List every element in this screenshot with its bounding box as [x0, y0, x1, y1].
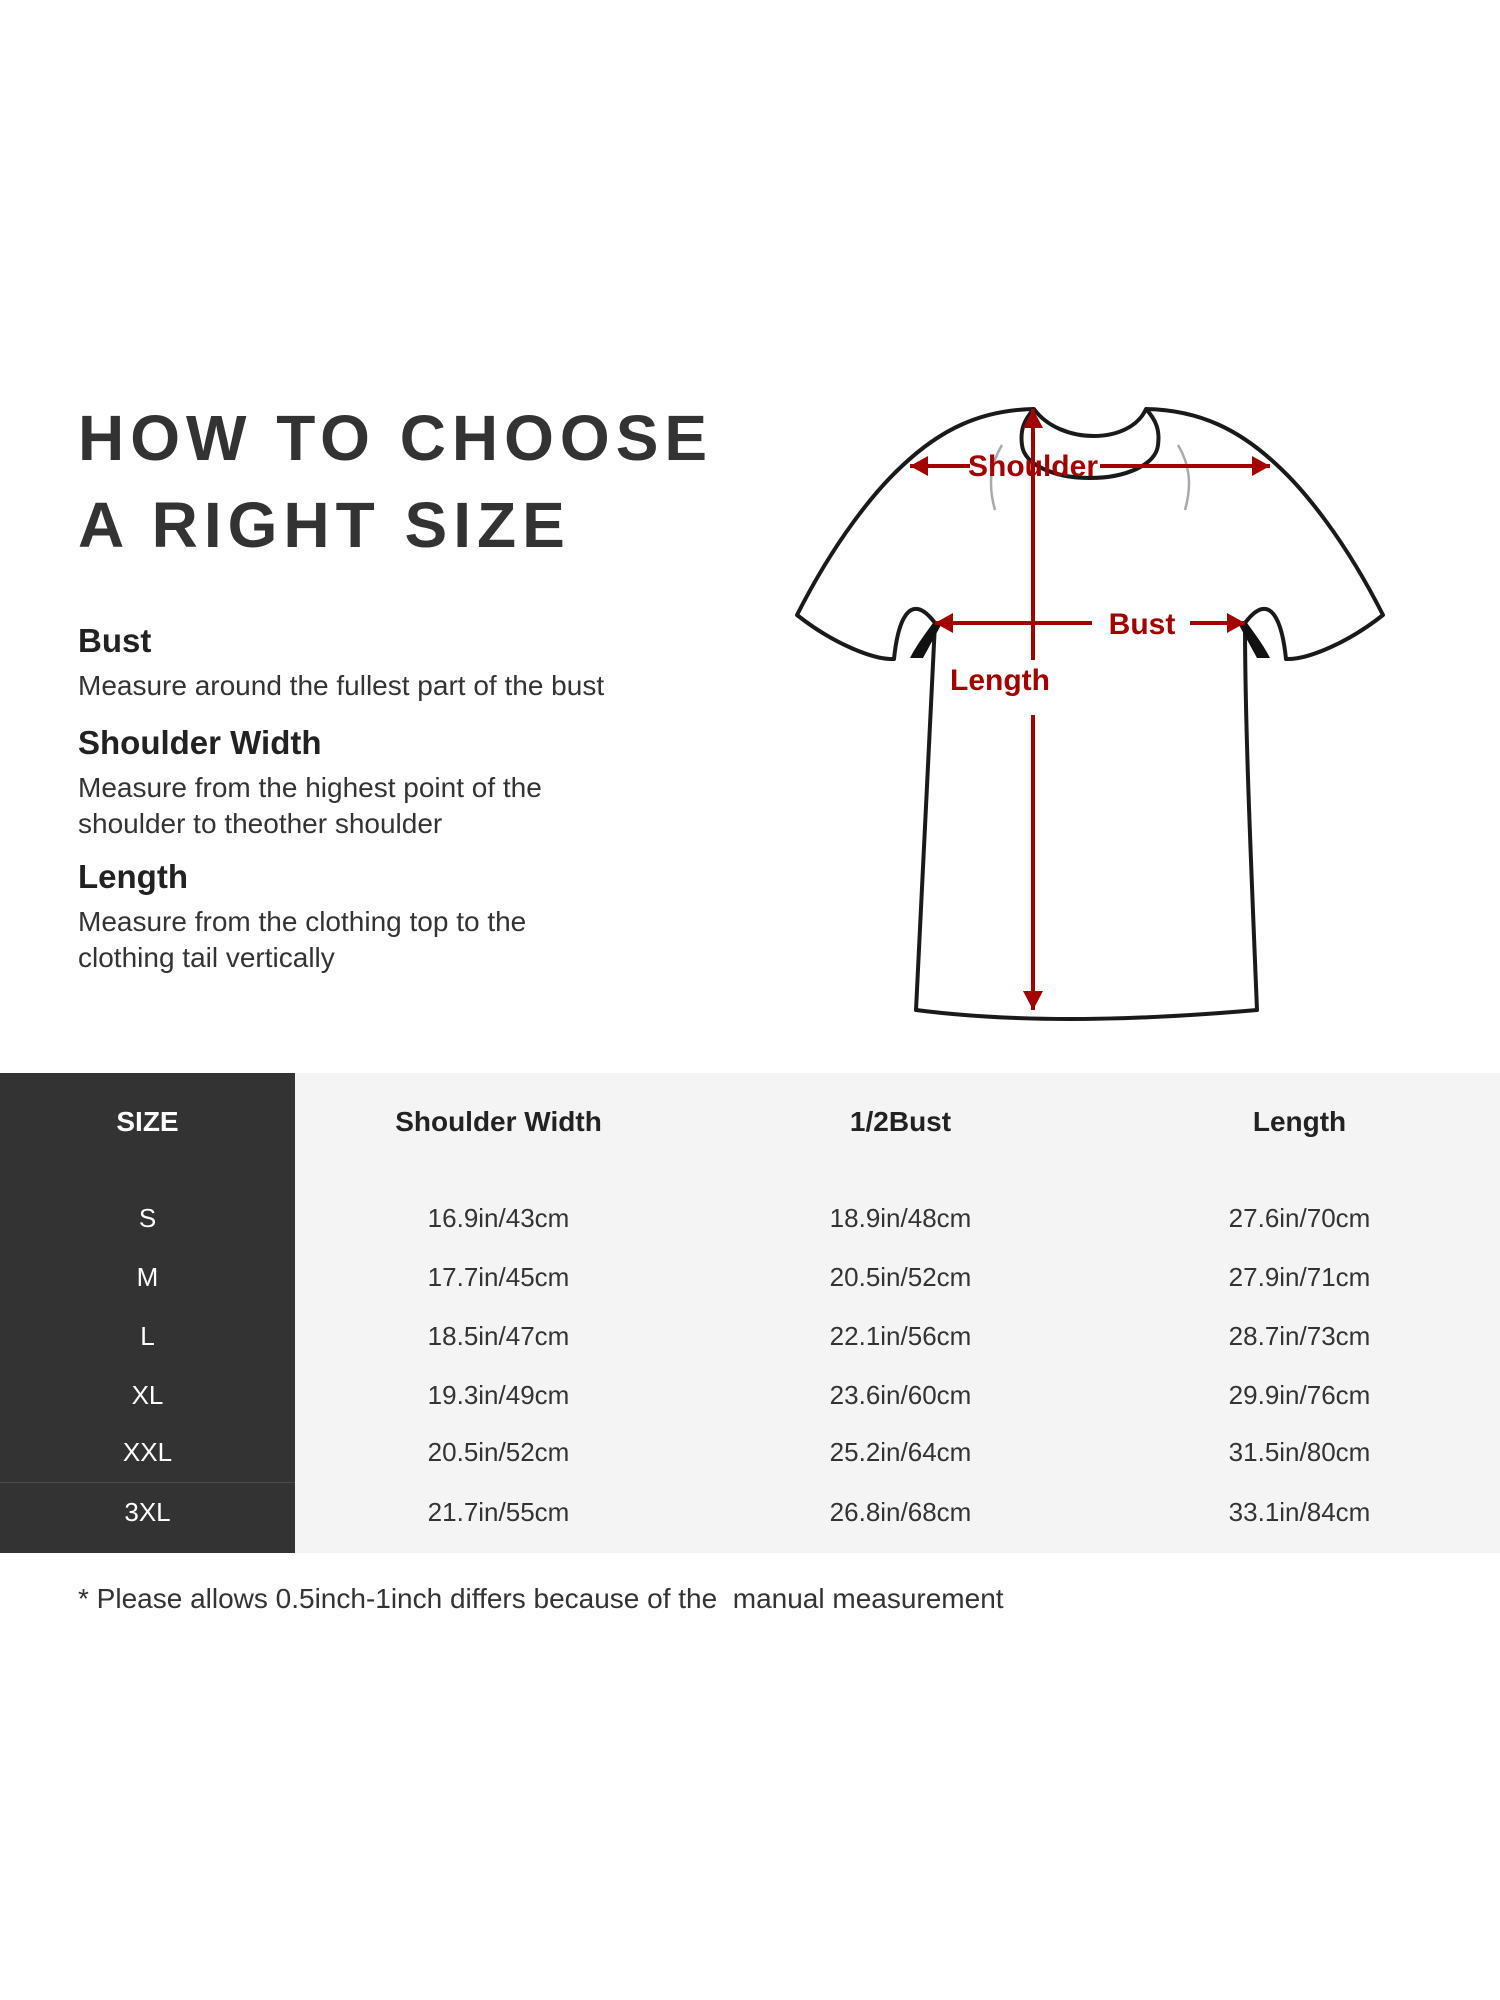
- svg-text:Shoulder: Shoulder: [968, 450, 1098, 483]
- svg-text:Length: Length: [950, 664, 1050, 697]
- svg-text:Bust: Bust: [1109, 608, 1176, 641]
